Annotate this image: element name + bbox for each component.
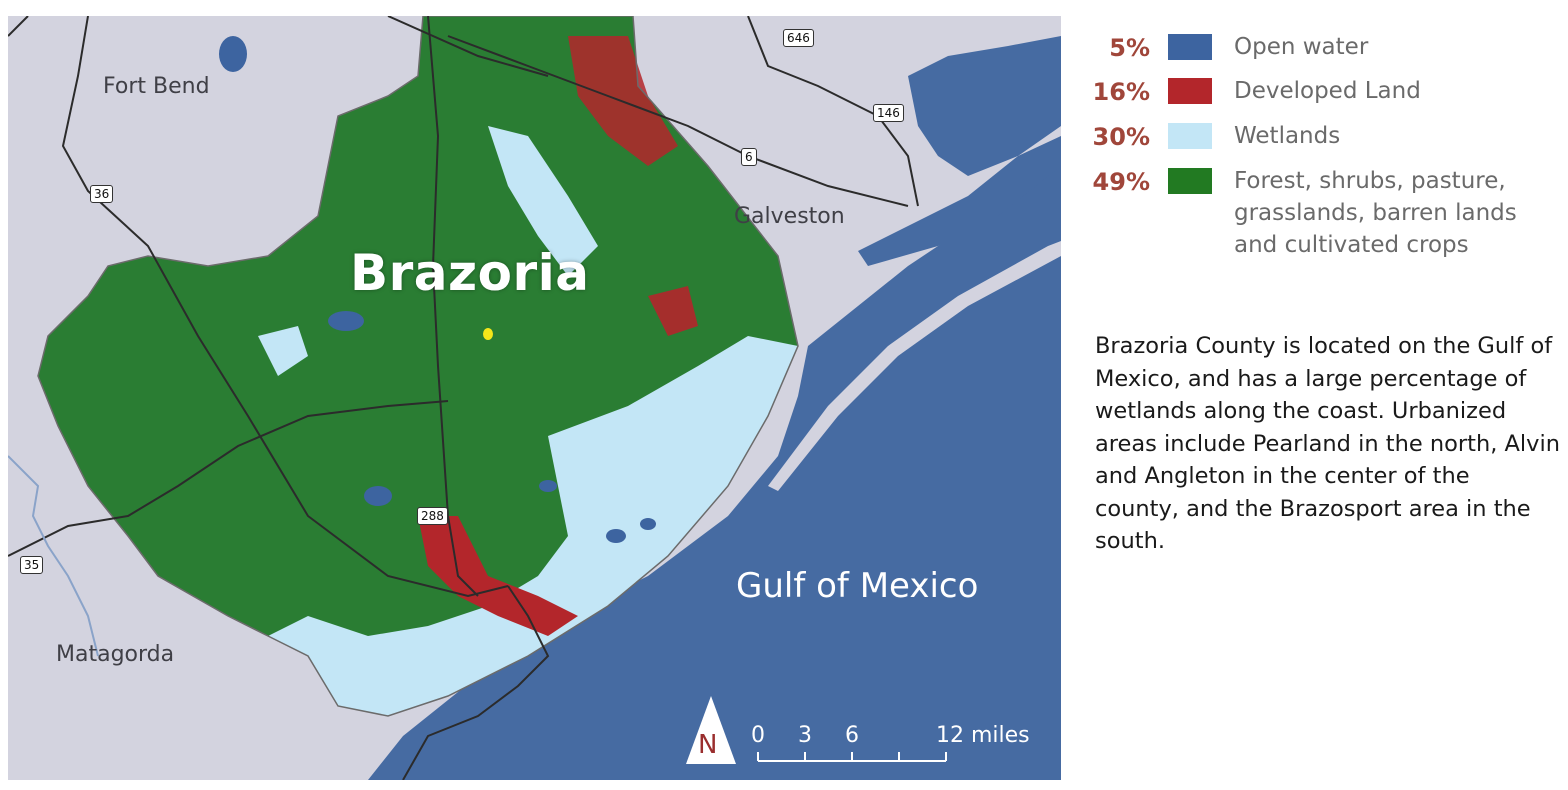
lake-3: [364, 486, 392, 506]
legend-pct: 49%: [1092, 168, 1150, 196]
north-arrow-shape: [686, 696, 736, 764]
scale-tick-12-miles: 12 miles: [936, 723, 1030, 748]
inland-wetlands-2: [258, 326, 308, 376]
lake-4: [606, 529, 626, 543]
legend-swatch-wetlands: [1168, 123, 1212, 149]
shield-35: 35: [20, 556, 44, 574]
gulf-water: [368, 16, 1061, 780]
land-cover-map[interactable]: Fort Bend Galveston Matagorda Brazoria G…: [8, 16, 1061, 780]
scale-bar-lines: [757, 752, 947, 762]
county-wetlands: [268, 336, 798, 716]
label-galveston: Galveston: [734, 204, 845, 229]
shield-6: 6: [741, 148, 757, 166]
highways: [8, 16, 919, 780]
scale-tick-6: 6: [845, 723, 859, 748]
legend-label: Open water: [1234, 34, 1369, 60]
label-matagorda: Matagorda: [56, 642, 175, 667]
legend-label: Wetlands: [1234, 123, 1341, 149]
lake-5: [539, 480, 557, 492]
shield-646: 646: [783, 29, 814, 47]
bay-east: [908, 36, 1061, 176]
developed-mid: [648, 286, 698, 336]
legend-swatch-forest: [1168, 168, 1212, 194]
county-outline: [37, 16, 799, 717]
legend-label: Forest, shrubs, pasture, grasslands, bar…: [1234, 168, 1517, 258]
shield-288: 288: [417, 507, 448, 525]
lake-6: [640, 518, 656, 530]
legend-pct: 30%: [1092, 123, 1150, 151]
shield-146: 146: [873, 104, 904, 122]
galveston-bay: [858, 136, 1061, 266]
description-text: Brazoria County is located on the Gulf o…: [1095, 333, 1560, 554]
legend-swatch-open-water: [1168, 34, 1212, 60]
label-brazoria: Brazoria: [350, 244, 590, 302]
legend-label: Developed Land: [1234, 78, 1421, 104]
barrier-island: [768, 241, 1061, 491]
scale-tick-0: 0: [751, 723, 765, 748]
legend-swatch-developed: [1168, 78, 1212, 104]
scale-tick-3: 3: [798, 723, 812, 748]
inland-wetlands: [488, 126, 598, 276]
map-canvas: [8, 16, 1061, 780]
north-arrow-label: N: [698, 730, 718, 760]
label-gulf-of-mexico: Gulf of Mexico: [736, 566, 979, 606]
lake-1: [328, 311, 364, 331]
legend-pct: 16%: [1092, 78, 1150, 106]
developed-south: [418, 516, 578, 636]
lake-2: [219, 36, 247, 72]
river: [8, 455, 99, 657]
yellow-marker: [483, 328, 493, 340]
label-fort-bend: Fort Bend: [103, 74, 210, 99]
legend-pct: 5%: [1109, 34, 1150, 62]
shield-36: 36: [90, 185, 114, 203]
